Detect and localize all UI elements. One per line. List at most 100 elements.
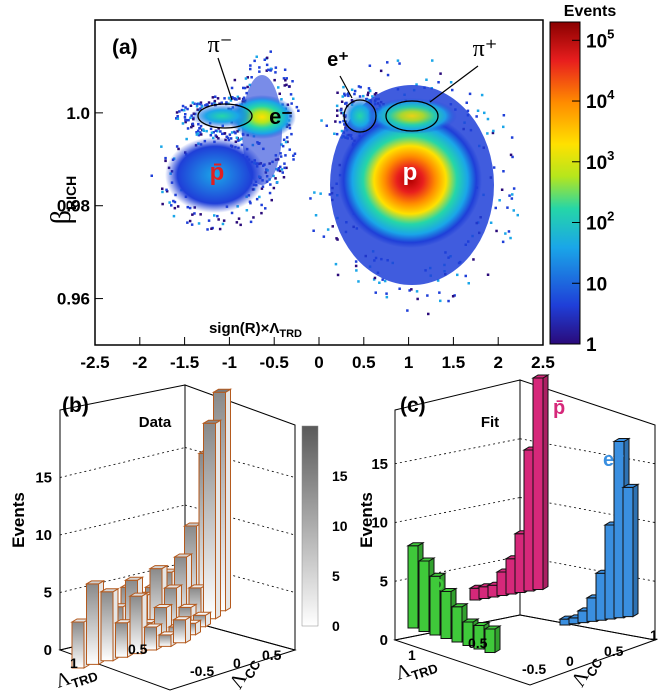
heatmap-cell (374, 92, 378, 95)
heatmap-cell (279, 152, 282, 155)
heatmap-cell (170, 204, 173, 207)
heatmap-cell (216, 129, 219, 133)
heatmap-cell (258, 66, 261, 69)
cluster-positron (342, 96, 378, 136)
heatmap-cell (175, 111, 179, 114)
heatmap-cell (415, 290, 419, 293)
bar-b (142, 623, 164, 651)
heatmap-cell (288, 85, 291, 88)
heatmap-cell (491, 131, 495, 135)
heatmap-cell (378, 281, 381, 284)
bar-b-top (211, 388, 233, 393)
heatmap-cell (374, 291, 377, 294)
heatmap-cell (186, 107, 189, 111)
panel-b-ytick-2: 0 (233, 655, 241, 671)
bar-c-0-front (451, 606, 463, 643)
heatmap-cell (269, 69, 272, 72)
bar-c-0-front (440, 591, 452, 639)
panel-b-ytick-1: -0.5 (190, 663, 214, 679)
heatmap-cell (286, 140, 289, 144)
heatmap-cell (238, 138, 242, 142)
heatmap-cell (357, 85, 361, 88)
heatmap-cell (260, 203, 263, 207)
x-tick-label: -2.5 (80, 353, 109, 372)
heatmap-cell (235, 98, 238, 101)
heatmap-cell (284, 154, 287, 157)
panel-b-colorbar-ticks: 0 5 10 15 (332, 468, 348, 634)
heatmap-cell (185, 119, 188, 122)
heatmap-cell (350, 88, 354, 91)
cluster-p (338, 112, 482, 248)
heatmap-cell (476, 109, 480, 112)
heatmap-cell (468, 92, 472, 96)
heatmap-cell (201, 128, 205, 131)
heatmap-cell (451, 295, 455, 298)
panel-b-xtick-2: 0.5 (128, 641, 148, 657)
heatmap-cell (249, 64, 252, 67)
heatmap-cell (243, 86, 247, 90)
panel-c-xtick-2: 0.5 (468, 635, 488, 651)
heatmap-cell (281, 171, 284, 174)
heatmap-cell (216, 97, 220, 100)
panel-b-ytick-3: 0.5 (262, 647, 282, 663)
heatmap-cell (239, 223, 242, 227)
heatmap-cell (451, 88, 454, 92)
heatmap-cell (236, 95, 240, 99)
bar-c-1-top (531, 374, 550, 379)
heatmap-cell (199, 101, 203, 104)
label-c-electron: e⁻ (603, 449, 625, 471)
heatmap-cell (336, 91, 339, 94)
bar-b-top (152, 604, 174, 608)
heatmap-cell (347, 94, 350, 98)
heatmap-cell (223, 132, 227, 135)
heatmap-cell (283, 162, 286, 165)
heatmap-cell (453, 294, 456, 297)
heatmap-cell (198, 126, 201, 130)
heatmap-cell (511, 155, 514, 159)
label-p: p (403, 159, 418, 186)
heatmap-cell (290, 102, 293, 105)
panel-b-xlabel: ΛTRD (53, 659, 100, 694)
heatmap-cell (191, 122, 195, 126)
heatmap-cell (165, 188, 168, 192)
heatmap-cell (501, 240, 505, 244)
heatmap-cell (347, 92, 350, 95)
heatmap-cell (209, 127, 213, 131)
bar-b-front (158, 634, 172, 647)
panel-c-title: Fit (481, 414, 499, 431)
heatmap-cell (438, 291, 441, 294)
heatmap-cell (205, 129, 208, 133)
heatmap-cell (221, 132, 224, 136)
panel-a: p p̄ e⁻ e⁺ π⁻ π⁺ (a) -2.5 -2 -1.5 -1 -0.5 0 0.… (46, 3, 616, 372)
heatmap-cell (235, 136, 239, 139)
heatmap-cell (199, 124, 203, 128)
heatmap-cell (258, 70, 261, 73)
colorbar-tick-label: 104 (586, 87, 615, 113)
x-tick-label: 2.5 (531, 353, 555, 372)
heatmap-cell (437, 81, 440, 84)
heatmap-cell (188, 219, 192, 223)
x-tick-label: 0 (314, 353, 323, 372)
heatmap-cell (373, 276, 377, 280)
label-c-p: p (432, 573, 444, 595)
pion-minus-arrow (217, 57, 233, 101)
heatmap-cell (357, 280, 360, 283)
heatmap-cell (207, 219, 211, 222)
heatmap-cell (343, 94, 347, 97)
heatmap-cell (246, 85, 249, 89)
heatmap-cell (250, 76, 253, 79)
heatmap-cell (173, 206, 177, 210)
heatmap-cell (196, 129, 200, 133)
heatmap-cell (284, 140, 288, 144)
x-tick-label: 1 (404, 353, 413, 372)
heatmap-cell (340, 129, 344, 133)
heatmap-cell (210, 131, 214, 134)
bar-b-top (123, 576, 145, 581)
heatmap-cell (502, 125, 505, 129)
bar-b (201, 419, 223, 620)
heatmap-cell (292, 158, 295, 161)
panel-a-xlabel: sign(R)×ΛTRD (209, 320, 302, 340)
grid-line (394, 438, 521, 465)
